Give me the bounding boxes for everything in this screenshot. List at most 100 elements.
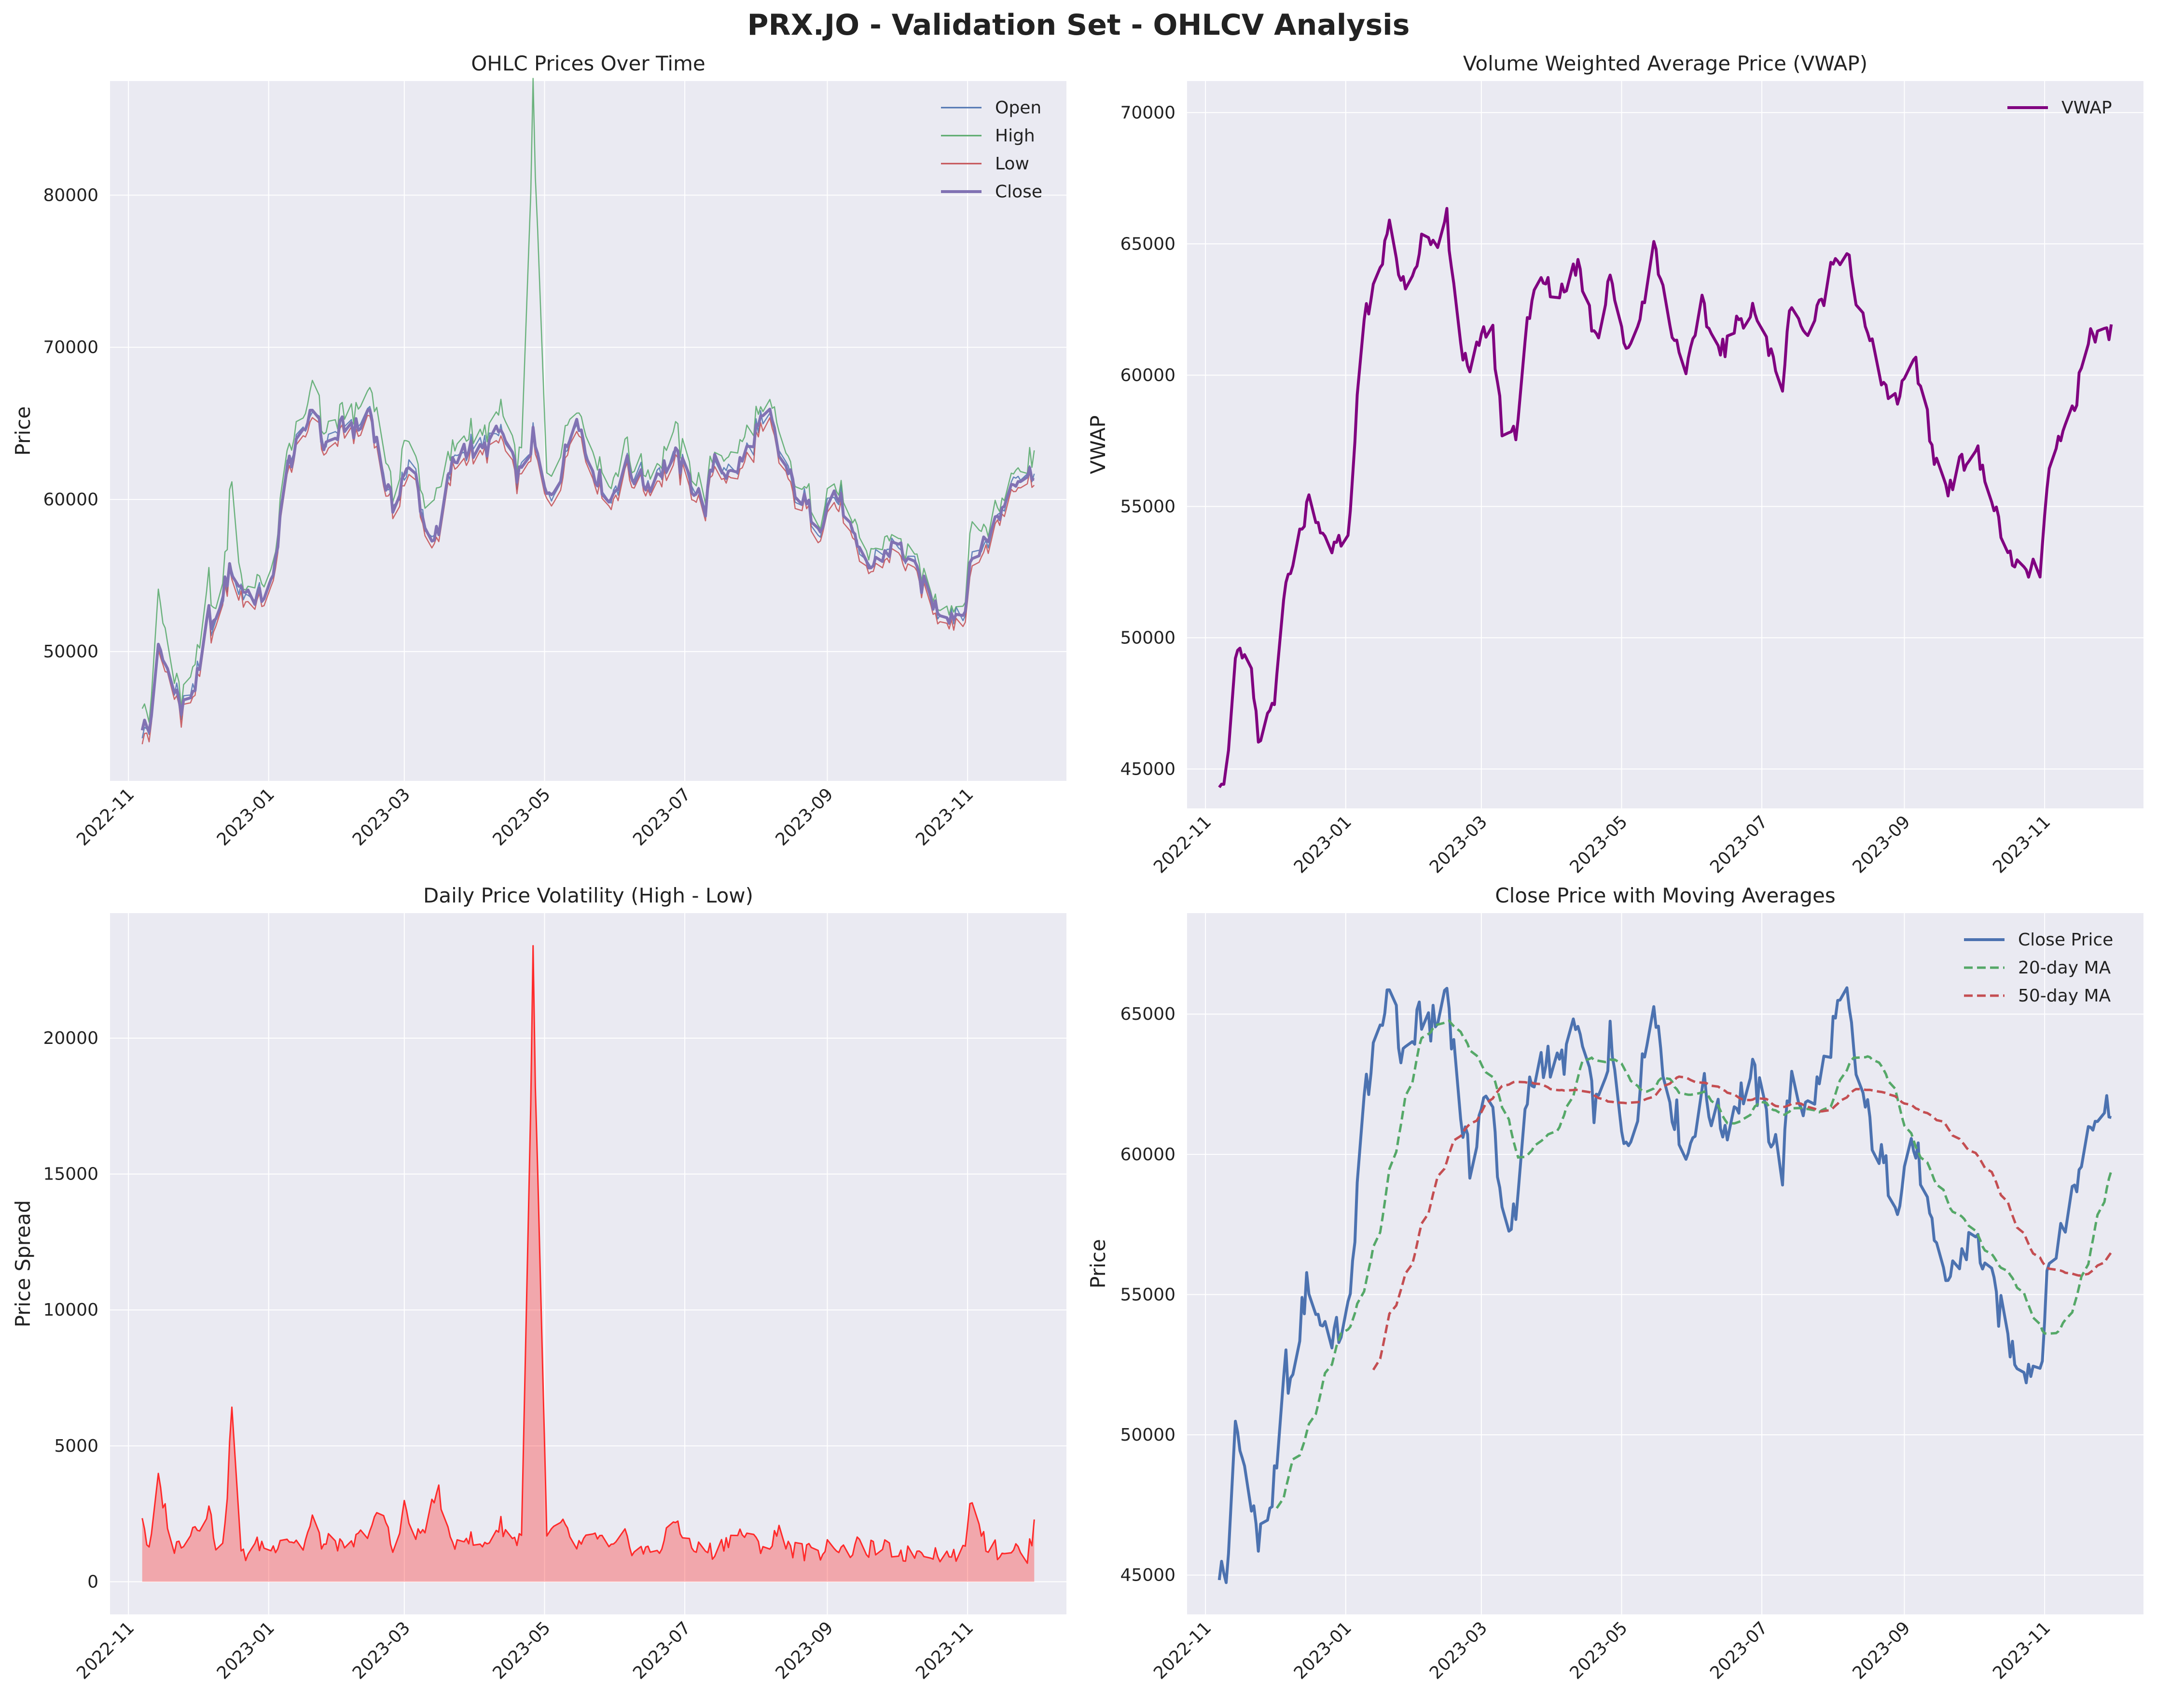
x-tick-label: 2023-05 [1566, 1618, 1631, 1683]
x-tick-label: 2023-09 [772, 784, 837, 849]
y-tick-label: 45000 [1120, 759, 1175, 779]
x-tick-label: 2023-11 [912, 784, 977, 849]
y-ticks-ma: 45000 50000 55000 60000 65000 [1120, 1004, 1175, 1585]
y-tick-label: 45000 [1120, 1566, 1175, 1585]
x-tick-label: 2022-11 [1150, 1618, 1215, 1683]
y-tick-label: 55000 [1120, 497, 1175, 516]
series-line-low [141, 415, 1035, 745]
chart-title-ohlc: OHLC Prices Over Time [471, 52, 705, 75]
x-tick-label: 2023-05 [489, 784, 554, 849]
x-tick-label: 2023-03 [1426, 812, 1491, 877]
x-tick-label: 2023-09 [1849, 812, 1914, 877]
y-ticks-volatility: 0 5000 10000 15000 20000 [43, 1028, 98, 1592]
y-tick-label: 0 [87, 1572, 98, 1592]
x-tick-label: 2023-01 [1290, 812, 1355, 877]
y-axis-label-vwap: VWAP [1086, 415, 1110, 474]
y-tick-label: 70000 [1120, 103, 1175, 123]
x-tick-label: 2023-07 [629, 784, 694, 849]
x-ticks-ma: 2022-11 2023-01 2023-03 2023-05 2023-07 2023-… [1150, 1618, 2054, 1683]
legend-label: VWAP [2061, 98, 2112, 118]
x-tick-label: 2023-09 [1849, 1618, 1914, 1683]
series-line-spread [141, 945, 1035, 1564]
x-tick-label: 2023-11 [1989, 1618, 2054, 1683]
series-line-ma20 [1275, 1019, 2113, 1509]
y-tick-label: 60000 [1120, 365, 1175, 385]
y-tick-label: 15000 [43, 1165, 98, 1184]
legend-label: Close Price [2018, 930, 2113, 950]
series-ohlc [140, 78, 1035, 745]
x-ticks-ohlc: 2022-11 2023-01 2023-03 2023-05 2023-07 2023-… [73, 784, 977, 849]
legend-ohlc: Open High Low Close [941, 98, 1042, 202]
y-tick-label: 20000 [43, 1028, 98, 1048]
x-tick-label: 2023-11 [912, 1618, 977, 1683]
series-line-close-price [1217, 986, 2112, 1584]
plot-area-vwap [1187, 81, 2143, 808]
chart-volatility: 2022-11 2023-01 2023-03 2023-05 2023-07 2023-… [11, 884, 1066, 1683]
y-ticks-vwap: 45000 50000 55000 60000 65000 70000 [1120, 103, 1175, 779]
grid-vwap [1187, 81, 2143, 808]
series-line-high [141, 78, 1035, 723]
series-line-vwap [1218, 207, 2113, 789]
x-tick-label: 2023-09 [772, 1618, 837, 1683]
figure-title: PRX.JO - Validation Set - OHLCV Analysis [747, 8, 1410, 42]
x-tick-label: 2023-03 [349, 784, 414, 849]
y-tick-label: 65000 [1120, 1004, 1175, 1024]
chart-title-volatility: Daily Price Volatility (High - Low) [423, 884, 753, 907]
x-tick-label: 2023-01 [1290, 1618, 1355, 1683]
x-tick-label: 2023-03 [1426, 1618, 1491, 1683]
y-tick-label: 70000 [43, 338, 98, 358]
legend-vwap: VWAP [2007, 98, 2112, 118]
y-tick-label: 60000 [43, 490, 98, 510]
chart-ohlc-prices: 2022-11 2023-01 2023-03 2023-05 2023-07 2023-… [11, 52, 1066, 850]
grid-ma [1187, 913, 2143, 1614]
series-line-close [140, 407, 1035, 734]
chart-moving-averages: 2022-11 2023-01 2023-03 2023-05 2023-07 2023-… [1086, 884, 2143, 1683]
chart-title-ma: Close Price with Moving Averages [1495, 884, 1835, 907]
y-tick-label: 50000 [43, 642, 98, 662]
y-tick-label: 60000 [1120, 1145, 1175, 1165]
y-tick-label: 50000 [1120, 1425, 1175, 1445]
x-tick-label: 2023-01 [213, 1618, 278, 1683]
x-tick-label: 2023-03 [349, 1618, 414, 1683]
series-ma [1217, 986, 2113, 1584]
y-tick-label: 80000 [43, 185, 98, 205]
legend-label: 50-day MA [2018, 986, 2111, 1006]
x-tick-label: 2022-11 [1150, 812, 1215, 877]
x-tick-label: 2022-11 [73, 1618, 138, 1683]
y-tick-label: 65000 [1120, 234, 1175, 254]
legend-ma: Close Price 20-day MA 50-day MA [1964, 930, 2113, 1006]
x-tick-label: 2023-01 [213, 784, 278, 849]
y-axis-label-volatility: Price Spread [11, 1200, 35, 1328]
grid-volatility [110, 913, 1066, 1614]
x-tick-label: 2023-07 [1706, 812, 1771, 877]
y-tick-label: 10000 [43, 1300, 98, 1320]
y-axis-label-ma: Price [1086, 1239, 1110, 1288]
x-tick-label: 2023-11 [1989, 812, 2054, 877]
x-tick-label: 2023-07 [629, 1618, 694, 1683]
x-tick-label: 2023-05 [489, 1618, 554, 1683]
y-axis-label-ohlc: Price [11, 406, 35, 456]
legend-label: Open [995, 98, 1041, 118]
grid-ohlc [110, 81, 1066, 781]
legend-label: High [995, 126, 1035, 146]
plot-area-volatility [110, 913, 1066, 1614]
series-area-spread [142, 945, 1035, 1582]
series-line-ma50 [1372, 1075, 2113, 1371]
plot-area-ma [1187, 913, 2143, 1614]
y-tick-label: 5000 [54, 1436, 98, 1456]
x-tick-label: 2023-07 [1706, 1618, 1771, 1683]
series-volatility [141, 945, 1035, 1582]
x-ticks-vwap: 2022-11 2023-01 2023-03 2023-05 2023-07 2023-… [1150, 812, 2054, 877]
plot-area-ohlc [110, 81, 1066, 781]
series-vwap [1218, 207, 2113, 789]
x-tick-label: 2023-05 [1566, 812, 1631, 877]
legend-label: 20-day MA [2018, 958, 2111, 978]
chart-vwap: 2022-11 2023-01 2023-03 2023-05 2023-07 2023-… [1086, 52, 2143, 877]
chart-title-vwap: Volume Weighted Average Price (VWAP) [1463, 52, 1867, 75]
legend-label: Low [995, 154, 1029, 174]
x-tick-label: 2022-11 [73, 784, 138, 849]
legend-label: Close [995, 182, 1042, 202]
y-tick-label: 55000 [1120, 1285, 1175, 1305]
y-ticks-ohlc: 50000 60000 70000 80000 [43, 185, 98, 662]
x-ticks-volatility: 2022-11 2023-01 2023-03 2023-05 2023-07 2023-… [73, 1618, 977, 1683]
